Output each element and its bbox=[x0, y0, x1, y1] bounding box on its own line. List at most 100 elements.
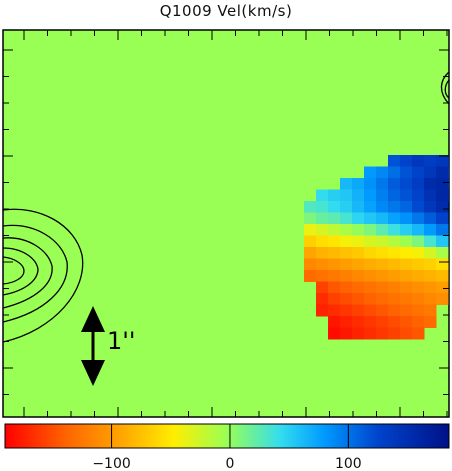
velocity-pixel bbox=[340, 281, 353, 294]
velocity-pixel bbox=[436, 201, 449, 213]
velocity-pixel bbox=[340, 293, 353, 305]
velocity-pixel bbox=[376, 189, 389, 202]
velocity-pixel bbox=[412, 304, 425, 317]
velocity-pixel bbox=[412, 178, 425, 190]
velocity-pixel bbox=[364, 201, 377, 213]
velocity-pixel bbox=[328, 258, 341, 271]
velocity-pixel bbox=[448, 178, 449, 190]
velocity-pixel bbox=[388, 166, 401, 179]
velocity-pixel bbox=[412, 212, 425, 225]
velocity-pixel bbox=[364, 235, 377, 248]
velocity-pixel bbox=[448, 189, 449, 202]
velocity-pixel bbox=[304, 201, 317, 213]
velocity-pixel bbox=[304, 247, 317, 259]
velocity-pixel bbox=[316, 212, 329, 225]
velocity-pixel bbox=[436, 293, 449, 305]
velocity-pixel bbox=[316, 224, 329, 236]
velocity-pixel bbox=[388, 189, 401, 202]
velocity-pixel bbox=[328, 281, 341, 294]
velocity-pixel bbox=[424, 235, 437, 248]
velocity-pixel bbox=[400, 258, 413, 271]
velocity-pixel bbox=[316, 281, 329, 294]
velocity-pixel bbox=[316, 258, 329, 271]
scale-bar-arrow-down bbox=[81, 360, 105, 386]
velocity-pixel bbox=[340, 201, 353, 213]
velocity-pixel bbox=[340, 258, 353, 271]
velocity-pixel bbox=[316, 235, 329, 248]
velocity-pixel bbox=[352, 178, 365, 190]
velocity-pixel bbox=[340, 224, 353, 236]
colorbar-ticks: −100 0 100 bbox=[92, 424, 362, 471]
velocity-pixel bbox=[340, 316, 353, 328]
velocity-pixel bbox=[400, 166, 413, 179]
velocity-pixel bbox=[328, 235, 341, 248]
velocity-pixel bbox=[364, 212, 377, 225]
contour-edge-right bbox=[440, 71, 449, 105]
velocity-pixel bbox=[436, 281, 449, 294]
velocity-pixel bbox=[376, 327, 389, 340]
velocity-pixel bbox=[424, 281, 437, 294]
velocity-pixel bbox=[424, 155, 437, 167]
velocity-pixel bbox=[424, 224, 437, 236]
velocity-pixel bbox=[436, 212, 449, 225]
scale-bar-arrow-up bbox=[81, 306, 105, 332]
velocity-pixel bbox=[412, 155, 425, 167]
velocity-pixel bbox=[436, 178, 449, 190]
velocity-pixel bbox=[448, 155, 449, 167]
velocity-pixel bbox=[316, 189, 329, 202]
velocity-pixel bbox=[388, 235, 401, 248]
contour-level-1 bbox=[3, 208, 84, 343]
velocity-pixel bbox=[376, 293, 389, 305]
velocity-pixel bbox=[424, 201, 437, 213]
velocity-pixel bbox=[412, 327, 425, 340]
velocity-pixel bbox=[424, 166, 437, 179]
velocity-pixel bbox=[376, 224, 389, 236]
velocity-pixel bbox=[376, 316, 389, 328]
velocity-pixel bbox=[352, 316, 365, 328]
velocity-pixel bbox=[376, 304, 389, 317]
velocity-pixel bbox=[364, 258, 377, 271]
velocity-pixel bbox=[328, 189, 341, 202]
velocity-pixel bbox=[424, 212, 437, 225]
velocity-pixel bbox=[352, 293, 365, 305]
velocity-pixel bbox=[448, 166, 449, 179]
velocity-pixel bbox=[424, 270, 437, 282]
velocity-pixel bbox=[412, 281, 425, 294]
velocity-pixel bbox=[340, 327, 353, 340]
velocity-pixel bbox=[352, 189, 365, 202]
velocity-pixel bbox=[328, 212, 341, 225]
velocity-pixel bbox=[436, 258, 449, 271]
velocity-pixel bbox=[364, 327, 377, 340]
velocity-pixel bbox=[316, 293, 329, 305]
velocity-pixel bbox=[400, 281, 413, 294]
velocity-pixel bbox=[388, 316, 401, 328]
velocity-pixel bbox=[436, 247, 449, 259]
velocity-pixel bbox=[388, 155, 401, 167]
velocity-pixels bbox=[304, 155, 449, 340]
velocity-pixel bbox=[424, 304, 437, 317]
velocity-pixel bbox=[400, 247, 413, 259]
velocity-pixel bbox=[328, 327, 341, 340]
velocity-pixel bbox=[400, 235, 413, 248]
velocity-pixel bbox=[328, 201, 341, 213]
velocity-pixel bbox=[304, 235, 317, 248]
velocity-pixel bbox=[364, 316, 377, 328]
velocity-pixel bbox=[328, 247, 341, 259]
velocity-pixel bbox=[412, 316, 425, 328]
velocity-pixel bbox=[400, 224, 413, 236]
velocity-pixel bbox=[412, 166, 425, 179]
velocity-pixel bbox=[412, 189, 425, 202]
velocity-pixel bbox=[352, 281, 365, 294]
contour-edge-right-inner bbox=[444, 79, 449, 99]
velocity-pixel bbox=[424, 178, 437, 190]
velocity-pixel bbox=[304, 224, 317, 236]
contour-level-5 bbox=[3, 256, 25, 285]
scale-bar: 1'' bbox=[81, 306, 135, 386]
colorbar-tick-label: −100 bbox=[92, 456, 130, 471]
velocity-pixel bbox=[388, 201, 401, 213]
velocity-pixel bbox=[376, 166, 389, 179]
velocity-pixel bbox=[352, 304, 365, 317]
velocity-pixel bbox=[400, 178, 413, 190]
velocity-pixel bbox=[328, 270, 341, 282]
velocity-pixel bbox=[424, 189, 437, 202]
